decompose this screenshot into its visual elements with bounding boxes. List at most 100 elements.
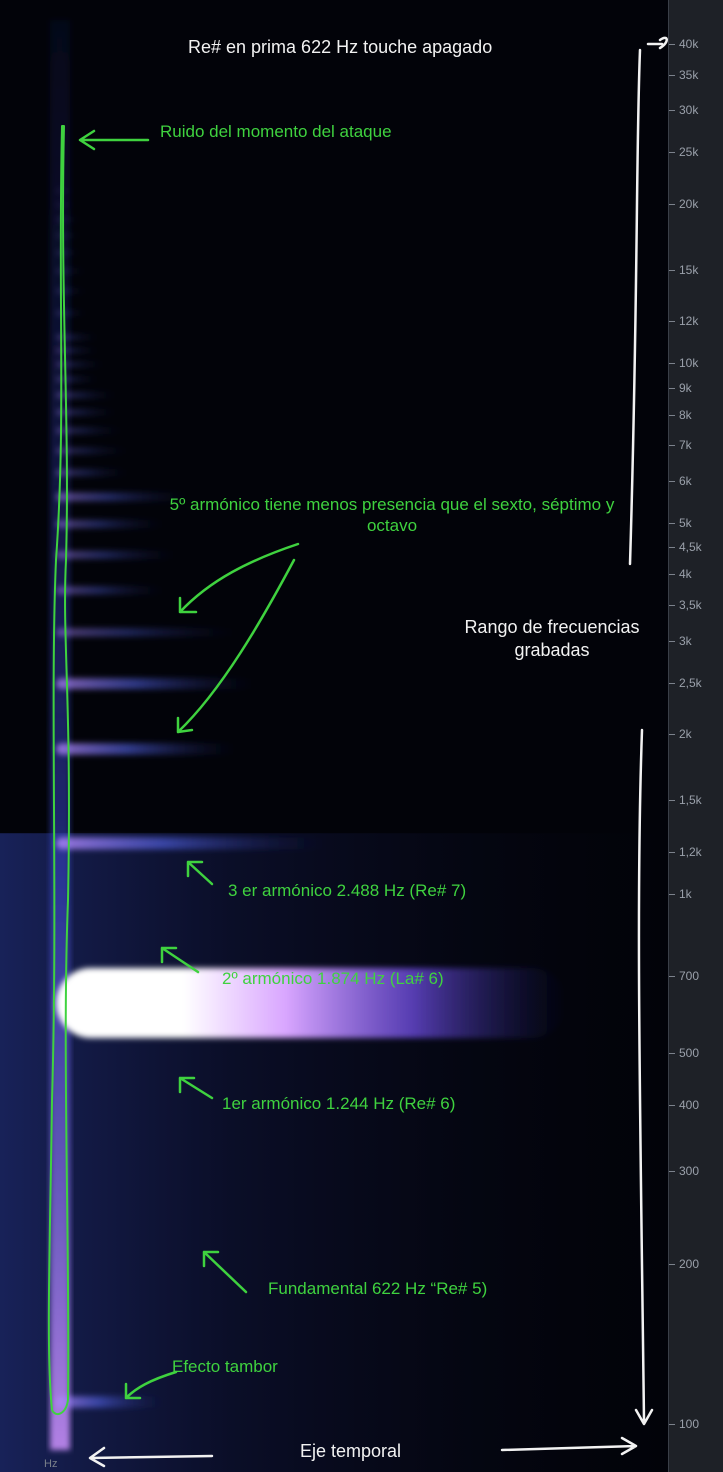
y-tick-label: 1,2k	[679, 844, 702, 859]
arrow-drum-effect	[124, 1370, 178, 1400]
y-tick-mark	[669, 110, 675, 112]
y-tick-label: 1k	[679, 886, 692, 901]
partial-band	[56, 519, 164, 529]
partial-band	[56, 216, 80, 223]
y-tick-mark	[669, 152, 675, 154]
y-tick-mark	[669, 851, 675, 853]
y-tick-mark	[669, 605, 675, 607]
y-tick-mark	[669, 1053, 675, 1055]
low-frequency-noise	[0, 833, 668, 1472]
brace-upper	[628, 36, 668, 566]
y-tick-mark	[669, 445, 675, 447]
y-tick-label: 4,5k	[679, 540, 702, 555]
y-tick-label: 35k	[679, 67, 699, 82]
y-tick-mark	[669, 1104, 675, 1106]
partial-band	[56, 678, 254, 690]
annotation-drum-effect: Efecto tambor	[172, 1357, 278, 1376]
y-tick-mark	[669, 574, 675, 576]
spectrogram-plot	[0, 20, 668, 1472]
y-tick-mark	[669, 893, 675, 895]
partial-band	[56, 361, 104, 368]
y-tick-label: 2k	[679, 727, 692, 741]
y-tick-label: 7k	[679, 438, 692, 453]
y-tick-mark	[669, 321, 675, 323]
y-tick-mark	[669, 1424, 675, 1425]
partial-band	[56, 408, 116, 416]
partial-band	[56, 427, 122, 435]
annotation-second-harmonic: 2º armónico 1.874 Hz (La# 6)	[222, 969, 444, 988]
y-tick-label: 4k	[679, 567, 692, 582]
y-tick-label: 10k	[679, 356, 699, 371]
y-tick-label: 3k	[679, 633, 692, 648]
frequency-axis: 100 200 300 400 500 700 1k 1,2k 1,5k 2k 2,5k 3k 3,5k…	[668, 0, 723, 1472]
y-tick-mark	[669, 203, 675, 205]
annotation-attack-noise: Ruido del momento del ataque	[160, 122, 392, 141]
y-tick-label: 2,5k	[679, 675, 702, 690]
y-tick-mark	[669, 1264, 675, 1266]
y-tick-mark	[669, 387, 675, 389]
y-tick-mark	[669, 682, 675, 684]
y-tick-mark	[669, 414, 675, 416]
y-tick-label: 5k	[679, 515, 692, 530]
partial-band	[56, 586, 164, 595]
y-tick-label: 100	[679, 1417, 700, 1431]
partial-band	[56, 492, 188, 502]
partial-band	[56, 550, 176, 560]
spectrogram-canvas	[0, 20, 668, 1472]
annotation-fifth-harmonic: 5º armónico tiene menos presencia que el…	[169, 495, 615, 536]
arrow-fifth-harmonic-a	[178, 542, 300, 614]
arrow-third-harmonic	[186, 860, 214, 886]
y-tick-label: 9k	[679, 380, 692, 395]
y-tick-label: 6k	[679, 473, 692, 488]
arrow-attack-noise	[78, 129, 150, 151]
partial-band	[56, 968, 566, 1039]
y-tick-mark	[669, 269, 675, 271]
partial-band	[56, 232, 80, 239]
y-tick-mark	[669, 522, 675, 524]
y-tick-label: 25k	[679, 145, 699, 160]
y-tick-label: 15k	[679, 262, 699, 277]
y-tick-label: 300	[679, 1163, 700, 1178]
annotation-recorded-range: Rango de frecuencias grabadas	[464, 617, 640, 660]
annotation-fundamental: Fundamental 622 Hz “Re# 5)	[268, 1279, 488, 1298]
y-tick-label: 200	[679, 1257, 700, 1272]
partial-band	[56, 347, 98, 354]
partial-band	[56, 249, 80, 256]
y-tick-label: 400	[679, 1097, 700, 1112]
attack-outline	[47, 125, 70, 1416]
chart-title: Re# en prima 622 Hz touche apagado	[188, 37, 493, 57]
partial-band	[56, 468, 128, 477]
partial-band	[56, 447, 128, 455]
arrow-fundamental	[202, 1250, 248, 1294]
y-tick-mark	[669, 975, 675, 977]
y-tick-mark	[669, 640, 675, 642]
y-tick-mark	[669, 44, 675, 45]
y-tick-mark	[669, 363, 675, 365]
y-tick-label: 8k	[679, 407, 692, 422]
partial-band	[56, 628, 236, 637]
y-tick-mark	[669, 734, 675, 735]
partial-band	[56, 334, 98, 341]
arrow-fifth-harmonic-b	[176, 558, 296, 734]
y-tick-mark	[669, 74, 675, 76]
brace-lower	[634, 728, 654, 1426]
y-axis-unit: Hz	[44, 1458, 58, 1470]
y-tick-label: 700	[679, 968, 700, 983]
arrow-second-harmonic	[160, 946, 200, 974]
annotation-third-harmonic: 3 er armónico 2.488 Hz (Re# 7)	[228, 881, 467, 900]
time-arrow-right	[500, 1436, 638, 1456]
y-tick-label: 20k	[679, 196, 699, 211]
y-tick-mark	[669, 547, 675, 549]
y-tick-mark	[669, 800, 675, 802]
y-tick-mark	[669, 1170, 675, 1172]
partial-band	[56, 743, 236, 755]
arrow-first-harmonic	[178, 1076, 214, 1100]
y-tick-label: 40k	[679, 37, 699, 51]
y-tick-label: 1,5k	[679, 793, 702, 808]
y-tick-label: 12k	[679, 314, 699, 329]
time-arrow-left	[88, 1446, 214, 1468]
x-axis-label: Eje temporal	[300, 1441, 402, 1461]
partial-band	[56, 391, 116, 399]
